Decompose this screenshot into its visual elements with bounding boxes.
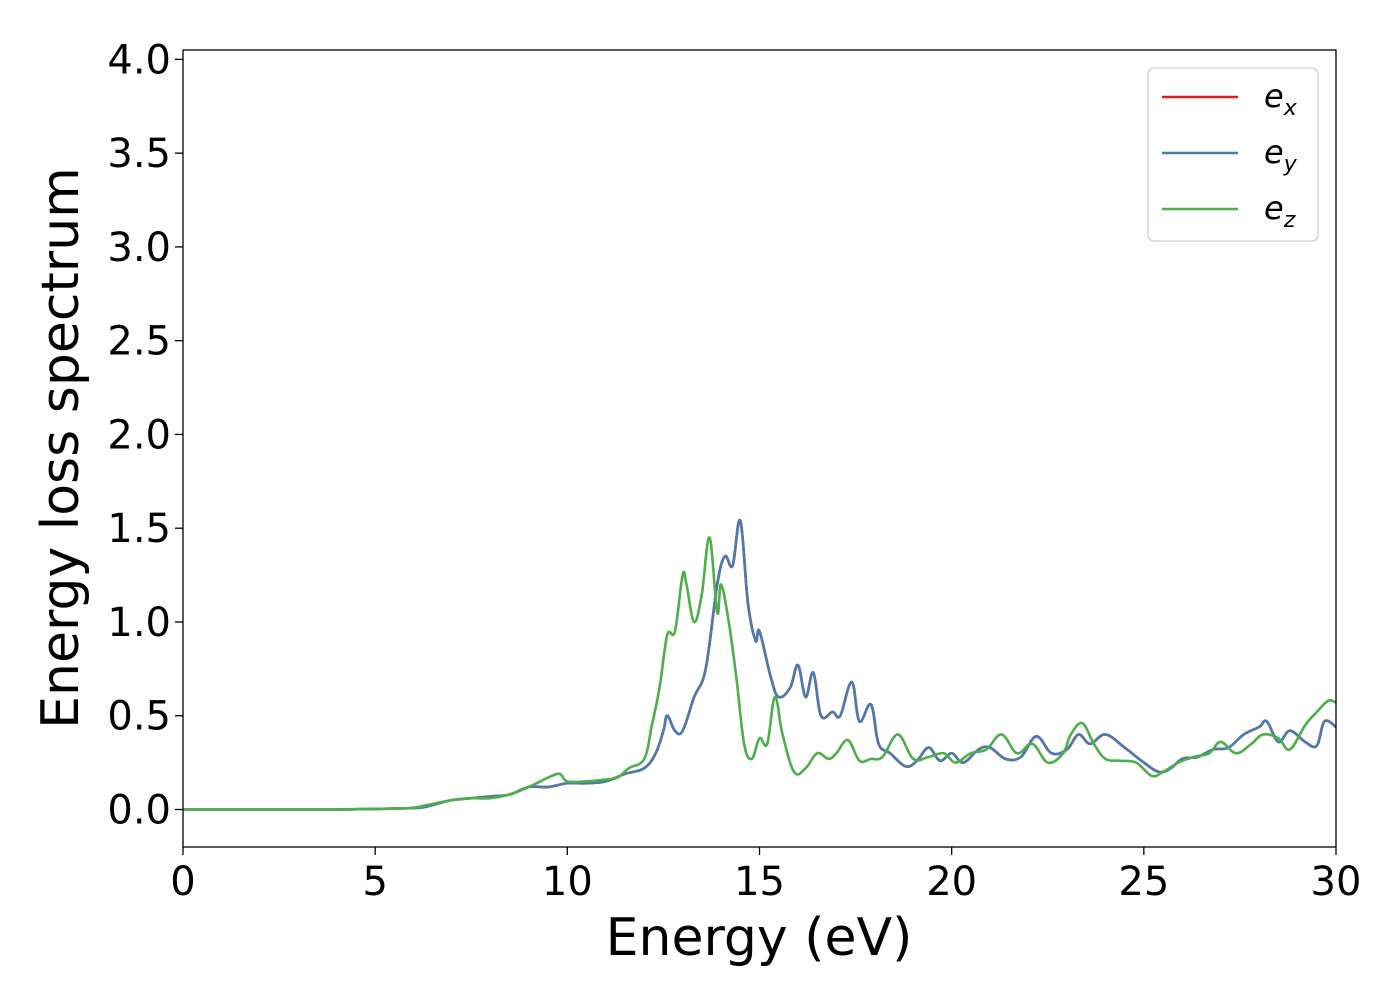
series-line-e-z — [183, 536, 1337, 811]
y-tick-label: 0.0 — [107, 787, 171, 833]
y-tick-label: 4.0 — [107, 37, 171, 83]
x-axis-title: Energy (eV) — [606, 908, 913, 968]
x-tick-label: 10 — [542, 859, 593, 905]
y-tick-label: 1.0 — [107, 600, 171, 646]
series-line-e-y — [183, 519, 1337, 811]
x-tick-label: 30 — [1311, 859, 1362, 905]
x-tick-label: 0 — [170, 859, 195, 905]
y-tick-label: 2.0 — [107, 412, 171, 458]
legend-box — [1147, 67, 1319, 242]
y-tick-label: 1.5 — [107, 506, 171, 552]
x-tick-label: 5 — [362, 859, 387, 905]
series-line-e-x — [183, 519, 1337, 811]
y-axis-title: Energy loss spectrum — [31, 167, 91, 729]
y-tick-label: 3.0 — [107, 225, 171, 271]
x-tick-label: 15 — [734, 859, 785, 905]
y-tick-label: 2.5 — [107, 319, 171, 365]
axis-ticks: 0 5 10 15 20 25 30 0.0 0.5 1.0 1.5 2.0 2.5 3.0 3.5 4.0 — [107, 37, 1361, 905]
x-tick-label: 20 — [926, 859, 977, 905]
y-tick-label: 0.5 — [107, 694, 171, 740]
series-layer — [183, 519, 1337, 811]
x-tick-label: 25 — [1118, 859, 1169, 905]
y-tick-label: 3.5 — [107, 131, 171, 177]
